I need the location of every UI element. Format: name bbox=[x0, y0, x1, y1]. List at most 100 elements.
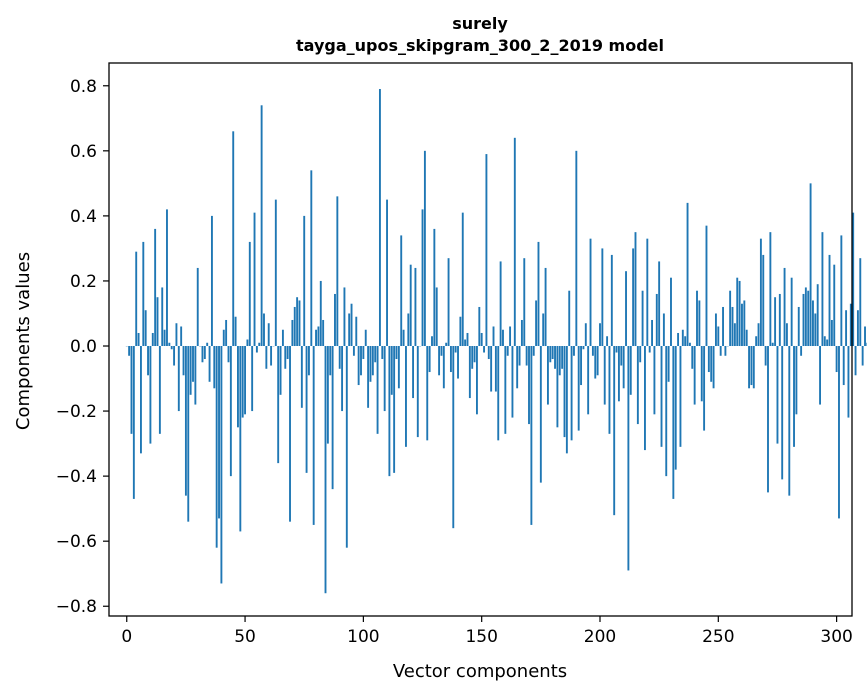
bar-139 bbox=[454, 346, 457, 353]
bar-34 bbox=[206, 342, 209, 346]
bar-151 bbox=[483, 346, 485, 353]
bar-121 bbox=[412, 346, 415, 399]
bar-138 bbox=[452, 346, 455, 529]
bar-239 bbox=[691, 346, 694, 369]
bar-245 bbox=[705, 225, 708, 347]
bar-83 bbox=[322, 319, 325, 346]
bar-44 bbox=[229, 346, 232, 477]
bar-128 bbox=[428, 346, 431, 373]
bar-277 bbox=[781, 346, 784, 480]
x-tick-label: 0 bbox=[121, 627, 132, 647]
bar-19 bbox=[170, 346, 173, 350]
bar-114 bbox=[395, 346, 398, 360]
bar-73 bbox=[298, 300, 301, 346]
bar-253 bbox=[724, 346, 727, 356]
bar-92 bbox=[343, 287, 346, 346]
bar-99 bbox=[360, 346, 362, 376]
bar-250 bbox=[717, 326, 720, 347]
bar-284 bbox=[797, 306, 800, 347]
bar-283 bbox=[795, 346, 798, 415]
bars-group bbox=[125, 89, 867, 594]
bar-234 bbox=[679, 346, 682, 447]
y-tick-label: −0.4 bbox=[56, 467, 97, 487]
bar-87 bbox=[331, 346, 334, 490]
bar-259 bbox=[738, 280, 741, 347]
bar-8 bbox=[144, 310, 147, 346]
bar-25 bbox=[184, 346, 187, 496]
bar-112 bbox=[390, 346, 393, 395]
bar-210 bbox=[622, 346, 625, 389]
bar-185 bbox=[563, 346, 566, 438]
bar-179 bbox=[549, 346, 552, 363]
bar-177 bbox=[544, 267, 547, 347]
bar-311 bbox=[861, 346, 864, 366]
bar-33 bbox=[203, 346, 206, 360]
bar-11 bbox=[151, 332, 154, 346]
bar-159 bbox=[502, 329, 504, 346]
bar-12 bbox=[154, 228, 157, 347]
bar-190 bbox=[575, 150, 578, 347]
bar-42 bbox=[225, 319, 228, 346]
bar-297 bbox=[828, 254, 831, 346]
x-axis-label: Vector components bbox=[393, 661, 567, 682]
bar-181 bbox=[554, 346, 556, 369]
bar-129 bbox=[431, 336, 433, 347]
bar-143 bbox=[464, 339, 467, 347]
bar-300 bbox=[835, 346, 838, 373]
bar-172 bbox=[532, 346, 535, 356]
bar-257 bbox=[733, 323, 736, 347]
bar-84 bbox=[324, 346, 327, 594]
bar-4 bbox=[135, 251, 138, 347]
bar-72 bbox=[296, 297, 299, 346]
bar-170 bbox=[528, 346, 530, 425]
bar-23 bbox=[180, 326, 183, 347]
bar-60 bbox=[267, 323, 270, 347]
bar-7 bbox=[142, 241, 145, 346]
bar-10 bbox=[149, 346, 152, 444]
bar-104 bbox=[371, 346, 374, 376]
bar-226 bbox=[660, 346, 663, 447]
bar-184 bbox=[561, 346, 564, 369]
bar-205 bbox=[610, 254, 613, 346]
bar-5 bbox=[137, 332, 140, 346]
bar-101 bbox=[364, 329, 367, 346]
bar-212 bbox=[627, 346, 630, 571]
bar-288 bbox=[807, 290, 810, 347]
bar-196 bbox=[589, 238, 592, 347]
bar-242 bbox=[698, 300, 701, 346]
bar-105 bbox=[374, 346, 377, 363]
bar-217 bbox=[639, 346, 642, 363]
bar-52 bbox=[248, 241, 251, 346]
bar-161 bbox=[506, 346, 509, 356]
bar-71 bbox=[293, 306, 296, 347]
bar-56 bbox=[258, 342, 261, 346]
bar-225 bbox=[658, 261, 661, 347]
bar-274 bbox=[774, 297, 777, 346]
bar-294 bbox=[821, 232, 824, 346]
bar-285 bbox=[800, 346, 803, 356]
bar-164 bbox=[513, 137, 516, 347]
bar-175 bbox=[539, 346, 542, 483]
bar-163 bbox=[511, 346, 514, 418]
bar-272 bbox=[769, 232, 772, 346]
bar-291 bbox=[814, 313, 817, 347]
bar-100 bbox=[362, 346, 365, 360]
bar-39 bbox=[218, 346, 220, 519]
bar-54 bbox=[253, 212, 256, 347]
bar-229 bbox=[667, 346, 670, 382]
bar-213 bbox=[629, 346, 632, 395]
bar-134 bbox=[442, 346, 445, 389]
bar-200 bbox=[599, 323, 601, 347]
bar-255 bbox=[729, 290, 732, 347]
bar-93 bbox=[345, 346, 348, 548]
bar-154 bbox=[490, 346, 493, 392]
bar-95 bbox=[350, 303, 353, 347]
bar-24 bbox=[182, 346, 185, 376]
bar-146 bbox=[471, 346, 474, 369]
chart-title: surely bbox=[452, 14, 508, 33]
bar-107 bbox=[378, 89, 381, 347]
bar-292 bbox=[816, 284, 819, 347]
bar-233 bbox=[677, 332, 680, 346]
bar-51 bbox=[246, 339, 249, 347]
bar-111 bbox=[388, 346, 391, 477]
